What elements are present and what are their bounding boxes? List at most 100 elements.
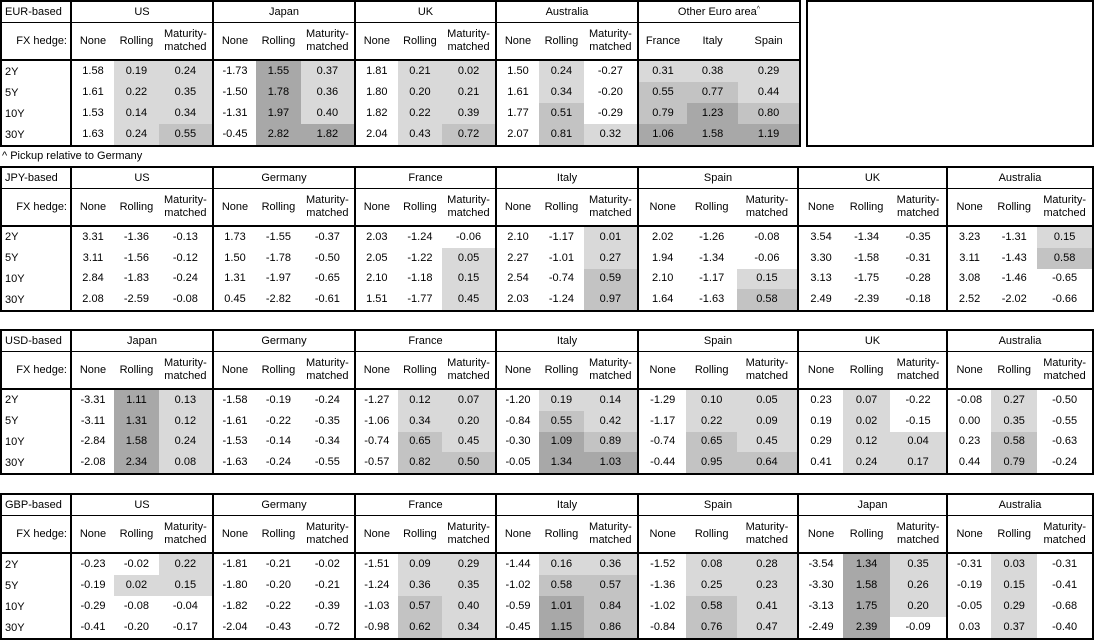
value-group: -3.11 1.31 0.12 xyxy=(72,410,214,432)
tenor-label: 2Y xyxy=(2,554,72,575)
value-group: 2.27 -1.01 0.27 xyxy=(497,247,639,269)
value-cell: -0.44 xyxy=(650,456,676,469)
value-group: 1.53 0.14 0.34 xyxy=(72,103,214,124)
region-name-text: UK xyxy=(417,6,434,18)
region-name: Spain xyxy=(639,495,797,515)
value-cell: 0.47 xyxy=(736,617,797,638)
hedge-column-header: Maturity-matched xyxy=(447,194,490,219)
value-cell: -1.75 xyxy=(854,272,880,285)
value-cell: -1.06 xyxy=(364,414,390,427)
value-group: -1.63 -0.24 -0.55 xyxy=(214,452,356,473)
hedge-column-header: Maturity-matched xyxy=(745,521,789,546)
value-cell: 2.39 xyxy=(843,617,891,638)
value-cell: 0.62 xyxy=(397,617,443,638)
value-cell: -0.02 xyxy=(314,558,340,570)
value-cell: 1.09 xyxy=(539,431,584,453)
hedge-column-header: Maturity-matched xyxy=(1043,357,1087,382)
value-group: 3.08 -1.46 -0.65 xyxy=(948,269,1092,290)
region-header: Japan xyxy=(799,495,948,515)
value-cell: 2.10 xyxy=(507,230,529,243)
region-name-text: Australia xyxy=(998,172,1042,184)
value-cell: -1.56 xyxy=(123,251,149,264)
value-group: -1.82 -0.22 -0.39 xyxy=(214,596,356,617)
value-cell: -2.84 xyxy=(80,435,106,448)
value-group: -0.19 0.15 -0.41 xyxy=(948,575,1092,596)
value-cell: 1.97 xyxy=(256,103,301,124)
hedge-column-header: Maturity-matched xyxy=(164,521,207,546)
value-cell: -0.20 xyxy=(265,579,291,591)
value-cell: 0.58 xyxy=(736,289,797,310)
value-cell: 0.15 xyxy=(158,575,212,596)
value-cell: 0.58 xyxy=(1037,247,1092,269)
value-cell: -0.22 xyxy=(265,414,291,427)
value-cell: -1.18 xyxy=(407,272,433,285)
value-cell: -0.45 xyxy=(505,621,531,633)
value-group: 3.31 -1.36 -0.13 xyxy=(72,227,214,248)
value-cell: 0.55 xyxy=(539,410,584,432)
region-name: France xyxy=(356,168,495,188)
value-group: 2.54 -0.74 0.59 xyxy=(497,268,639,290)
table-row: 30Y 1.63 0.24 0.55 -0.45 2.82 1.82 2.04 0.43 0.72… xyxy=(2,124,799,145)
value-cell: 0.29 xyxy=(442,554,495,575)
value-cell: 0.27 xyxy=(583,247,637,269)
hedge-column-header: Maturity-matched xyxy=(745,357,789,382)
hedge-column-header: None xyxy=(504,200,532,213)
hedge-column-header: Spain xyxy=(754,34,783,47)
value-group: 1.61 0.34 -0.20 xyxy=(497,82,639,103)
fx-hedge-header-row: FX hedge: None Rolling Maturity-matched None… xyxy=(2,189,1092,227)
value-cell: 0.57 xyxy=(583,575,637,596)
value-cell: -0.19 xyxy=(265,393,291,406)
value-cell: 0.24 xyxy=(158,61,212,82)
value-cell: 2.02 xyxy=(651,230,674,243)
region-name-text: Italy xyxy=(556,499,578,511)
value-cell: 0.36 xyxy=(300,82,354,103)
value-cell: -0.84 xyxy=(505,414,531,427)
value-cell: 1.82 xyxy=(300,124,354,145)
region-header: Japan xyxy=(214,2,356,22)
value-cell: 1.63 xyxy=(82,128,104,140)
value-cell: 0.31 xyxy=(639,61,687,82)
region-name: Italy xyxy=(497,495,637,515)
hedge-column-header-group: None Rolling Maturity-matched xyxy=(639,516,799,552)
value-cell: -0.13 xyxy=(172,230,198,243)
hedge-column-header-group: None Rolling Maturity-matched xyxy=(948,516,1092,552)
tenor-label: 10Y xyxy=(2,268,72,290)
hedge-column-header: Maturity-matched xyxy=(745,194,789,219)
region-header-row: GBP-based US Germany France Italy Spain Japan A… xyxy=(2,495,1092,516)
region-header: UK xyxy=(799,331,948,351)
region-header: US xyxy=(72,2,214,22)
value-group: 1.77 0.51 -0.29 xyxy=(497,103,639,124)
value-group: 0.23 0.07 -0.22 xyxy=(799,390,948,411)
value-group: 3.11 -1.43 0.58 xyxy=(948,247,1092,269)
value-cell: 0.08 xyxy=(158,452,212,473)
value-cell: 0.44 xyxy=(738,82,799,103)
value-cell: -0.19 xyxy=(80,579,106,591)
value-cell: -0.61 xyxy=(314,293,340,306)
tenor-label: 30Y xyxy=(2,617,72,638)
value-cell: 0.20 xyxy=(890,596,946,617)
value-group: 0.44 0.79 -0.24 xyxy=(948,452,1092,473)
value-group: 0.55 0.77 0.44 xyxy=(639,82,799,103)
region-name: Australia xyxy=(948,331,1092,351)
value-group: -0.23 -0.02 0.22 xyxy=(72,554,214,575)
value-cell: 1.81 xyxy=(366,65,388,77)
hedge-column-header: Maturity-matched xyxy=(447,28,490,53)
hedge-column-header-group: None Rolling Maturity-matched xyxy=(497,352,639,388)
value-cell: -2.39 xyxy=(854,293,880,306)
value-cell: 0.15 xyxy=(442,268,495,290)
hedge-column-header: None xyxy=(363,34,390,47)
region-name-text: Italy xyxy=(556,335,578,347)
value-cell: 0.95 xyxy=(686,452,737,473)
hedge-column-header-group: None Rolling Maturity-matched xyxy=(72,23,214,59)
value-group: -1.51 0.09 0.29 xyxy=(356,554,497,575)
value-cell: 0.34 xyxy=(442,617,495,638)
value-cell: 0.19 xyxy=(810,414,832,427)
hedge-column-header-group: None Rolling Maturity-matched xyxy=(799,189,948,225)
value-cell: 0.14 xyxy=(114,103,159,124)
value-cell: -0.19 xyxy=(957,579,983,591)
value-cell: -0.14 xyxy=(265,435,291,448)
value-group: 2.03 -1.24 0.97 xyxy=(497,289,639,310)
hedge-column-header: Maturity-matched xyxy=(589,194,632,219)
hedge-column-header-group: None Rolling Maturity-matched xyxy=(497,516,639,552)
value-cell: 0.55 xyxy=(158,124,212,145)
